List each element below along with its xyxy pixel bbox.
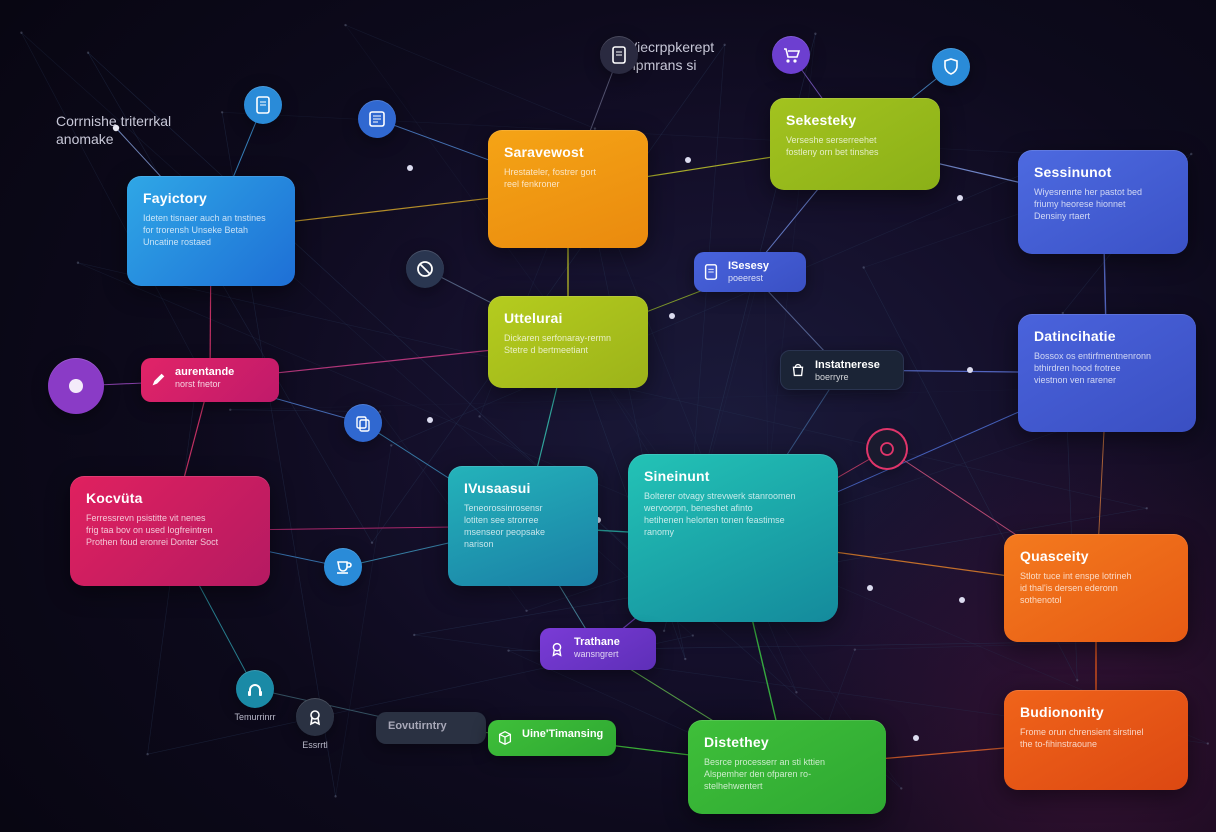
pill-title: ISesesy <box>728 260 794 273</box>
badge-icon <box>548 640 566 658</box>
ban-icon[interactable] <box>406 250 444 288</box>
node-sekesteky[interactable]: Sekesteky Verseshe serserreehet fostleny … <box>770 98 940 190</box>
node-body: Hrestateler, fostrer gort reel fenkroner <box>504 166 632 190</box>
pill-uinetimansing[interactable]: Uine'Timansing <box>488 720 616 756</box>
node-body: Dickaren serfonaray-rermn Stetre d bertm… <box>504 332 632 356</box>
node-body: Stlotr tuce int enspe lotrineh id thal'i… <box>1020 570 1172 606</box>
node-datincihatie[interactable]: Datincihatie Bossox os entirfmentnenronn … <box>1018 314 1196 432</box>
node-title: Sekesteky <box>786 112 924 128</box>
node-ivusaasui[interactable]: IVusaasui Teneorossinrosensr lotiten see … <box>448 466 598 586</box>
node-body: Wiyesrenrte her pastot bed friumy heores… <box>1034 186 1172 222</box>
shield-icon[interactable] <box>932 48 970 86</box>
copy-icon[interactable] <box>344 404 382 442</box>
pen-icon <box>149 371 167 389</box>
node-sineinunt[interactable]: Sineinunt Bolterer otvagy strevwerk stanr… <box>628 454 838 622</box>
node-title: Fayictory <box>143 190 279 206</box>
cart-icon[interactable] <box>772 36 810 74</box>
pill-title: Eovutirntry <box>388 720 474 733</box>
node-sessinunot[interactable]: Sessinunot Wiyesrenrte her pastot bed fri… <box>1018 150 1188 254</box>
node-title: Sineinunt <box>644 468 822 484</box>
badge-icon[interactable]: Essrrtl <box>296 698 334 736</box>
ring-icon[interactable] <box>868 430 906 468</box>
pill-eovutirntry[interactable]: Eovutirntry <box>376 712 486 744</box>
icon-label: Essrrtl <box>302 740 328 750</box>
node-body: Verseshe serserreehet fostleny orn bet t… <box>786 134 924 158</box>
node-body: Frome orun chrensient sirstinel the to-f… <box>1020 726 1172 750</box>
node-distethey[interactable]: Distethey Besrce processerr an sti kttien… <box>688 720 886 814</box>
pill-sub: wansngrert <box>574 649 644 660</box>
node-uttelurai[interactable]: Uttelurai Dickaren serfonaray-rermn Stetr… <box>488 296 648 388</box>
pill-title: Uine'Timansing <box>522 728 604 741</box>
icon-label: Temurrinrr <box>234 712 275 722</box>
node-body: Ferressrevn psistitte vit nenes frig taa… <box>86 512 254 548</box>
doc-icon[interactable] <box>244 86 282 124</box>
node-title: Kocvüta <box>86 490 254 506</box>
title-top: Viecrppkerept npmrans si <box>628 38 714 74</box>
cup-icon[interactable] <box>324 548 362 586</box>
head-icon[interactable]: Temurrinrr <box>236 670 274 708</box>
node-title: Saravewost <box>504 144 632 160</box>
node-body: Teneorossinrosensr lotiten see strorree … <box>464 502 582 551</box>
node-body: Bolterer otvagy strevwerk stanroomen wer… <box>644 490 822 539</box>
node-title: Budiononity <box>1020 704 1172 720</box>
node-title: Datincihatie <box>1034 328 1180 344</box>
node-title: Uttelurai <box>504 310 632 326</box>
node-body: Bossox os entirfmentnenronn bthirdren ho… <box>1034 350 1180 386</box>
node-title: Quasceity <box>1020 548 1172 564</box>
pill-aurentande[interactable]: aurentandenorst fnetor <box>141 358 279 402</box>
node-body: Ideten tisnaer auch an tnstines for tror… <box>143 212 279 248</box>
pill-title: Instatnerese <box>815 359 891 372</box>
doc-icon <box>702 263 720 281</box>
pill-isesesy[interactable]: ISesesypoeerest <box>694 252 806 292</box>
node-kocvuta[interactable]: Kocvüta Ferressrevn psistitte vit nenes f… <box>70 476 270 586</box>
node-saravewost[interactable]: Saravewost Hrestateler, fostrer gort reel… <box>488 130 648 248</box>
title-left: Corrnishe triterrkal anomake <box>56 112 171 148</box>
blob-icon[interactable] <box>48 358 104 414</box>
pill-sub: boerryre <box>815 372 891 383</box>
pill-title: aurentande <box>175 366 267 379</box>
cube-icon <box>496 729 514 747</box>
pill-sub: norst fnetor <box>175 379 267 390</box>
pill-sub: poeerest <box>728 273 794 284</box>
node-quasceity[interactable]: Quasceity Stlotr tuce int enspe lotrineh … <box>1004 534 1188 642</box>
node-title: Sessinunot <box>1034 164 1172 180</box>
pill-instatnerese[interactable]: Instatnereseboerryre <box>780 350 904 390</box>
doc-icon[interactable] <box>600 36 638 74</box>
node-budiononity[interactable]: Budiononity Frome orun chrensient sirstin… <box>1004 690 1188 790</box>
bag-icon <box>789 361 807 379</box>
node-fayictory[interactable]: Fayictory Ideten tisnaer auch an tnstines… <box>127 176 295 286</box>
pill-title: Trathane <box>574 636 644 649</box>
node-title: IVusaasui <box>464 480 582 496</box>
node-title: Distethey <box>704 734 870 750</box>
pill-trathane[interactable]: Trathanewansngrert <box>540 628 656 670</box>
node-body: Besrce processerr an sti kttien Alspemhe… <box>704 756 870 792</box>
page-icon[interactable] <box>358 100 396 138</box>
